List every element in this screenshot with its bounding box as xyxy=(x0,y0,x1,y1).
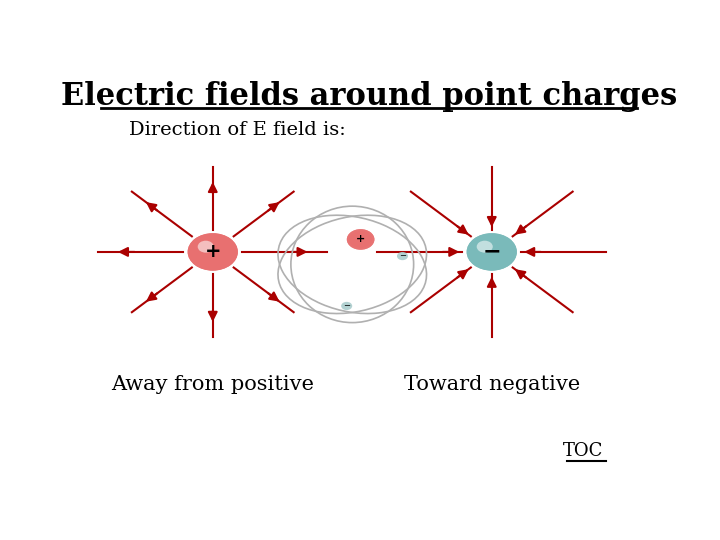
Circle shape xyxy=(469,235,514,269)
Circle shape xyxy=(480,242,504,261)
Circle shape xyxy=(487,248,497,255)
Circle shape xyxy=(356,236,365,243)
Circle shape xyxy=(198,241,214,253)
Circle shape xyxy=(477,241,492,253)
Circle shape xyxy=(397,252,408,260)
Circle shape xyxy=(474,239,509,265)
Circle shape xyxy=(472,237,512,267)
Text: +: + xyxy=(356,234,365,245)
Circle shape xyxy=(347,229,374,249)
Circle shape xyxy=(485,246,499,258)
Circle shape xyxy=(341,302,352,310)
Text: −: − xyxy=(482,242,501,262)
Text: Direction of E field is:: Direction of E field is: xyxy=(129,121,346,139)
Circle shape xyxy=(198,241,228,263)
Circle shape xyxy=(210,250,215,254)
Circle shape xyxy=(188,233,238,271)
Circle shape xyxy=(354,234,367,245)
Circle shape xyxy=(208,248,217,255)
Circle shape xyxy=(195,239,230,265)
Circle shape xyxy=(349,231,372,248)
Circle shape xyxy=(490,250,494,254)
Circle shape xyxy=(347,229,374,249)
Circle shape xyxy=(188,233,238,271)
Circle shape xyxy=(477,241,507,263)
Circle shape xyxy=(203,245,222,259)
Circle shape xyxy=(482,245,502,259)
Circle shape xyxy=(190,235,235,269)
Circle shape xyxy=(205,246,220,258)
Circle shape xyxy=(193,237,233,267)
Text: −: − xyxy=(343,301,350,310)
Text: TOC: TOC xyxy=(563,442,603,460)
Text: +: + xyxy=(204,242,221,261)
Text: Away from positive: Away from positive xyxy=(112,375,314,394)
Circle shape xyxy=(200,242,225,261)
Circle shape xyxy=(467,233,517,271)
Circle shape xyxy=(359,238,363,241)
Text: Toward negative: Toward negative xyxy=(404,375,580,394)
Circle shape xyxy=(351,233,370,246)
Circle shape xyxy=(467,233,517,271)
Text: −: − xyxy=(399,252,406,261)
Text: Electric fields around point charges: Electric fields around point charges xyxy=(61,82,677,112)
